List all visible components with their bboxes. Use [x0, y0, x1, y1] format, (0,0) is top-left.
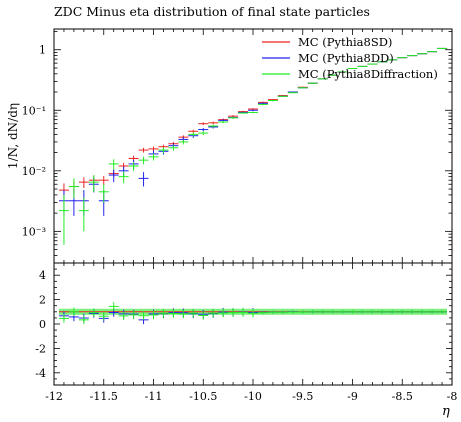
legend-entry-label: MC (Pythia8Diffraction) — [298, 67, 438, 81]
x-tick-label: -8 — [447, 390, 458, 403]
y-axis-label: 1/N, dN/dη — [6, 103, 20, 169]
y-tick-label: 10⁻³ — [22, 225, 46, 238]
series-2 — [58, 47, 448, 245]
x-tick-label: -9 — [347, 390, 358, 403]
legend-entry-label: MC (Pythia8SD) — [298, 35, 392, 49]
y-tick-label: 10⁻¹ — [22, 104, 46, 117]
x-tick-label: -10.5 — [189, 390, 217, 403]
ratio-y-tick-label: 2 — [39, 294, 46, 307]
main-panel: 1 10⁻¹ 10⁻² 10⁻³ 1/N, dN/dη — [6, 28, 453, 264]
ratio-y-tick-label: -2 — [35, 342, 46, 355]
x-tick-label: -11.5 — [90, 390, 118, 403]
x-tick-label: -11 — [145, 390, 163, 403]
legend: MC (Pythia8SD) MC (Pythia8DD) MC (Pythia8D… — [262, 35, 438, 81]
ratio-series-2 — [58, 302, 448, 325]
x-tick-labels: -12 -11.5 -11 -10.5 -10 -9.5 -9 -8.5 -8 — [45, 390, 457, 403]
ratio-series-layer — [58, 302, 448, 325]
legend-entry-label: MC (Pythia8DD) — [298, 51, 394, 65]
x-tick-label: -10 — [244, 390, 262, 403]
y-tick-label: 10⁻² — [22, 165, 46, 178]
main-y-tick-labels: 1 10⁻¹ 10⁻² 10⁻³ — [22, 44, 46, 239]
ratio-y-tick-label: 0 — [39, 318, 46, 331]
x-axis-label: η — [442, 404, 450, 419]
ratio-panel-ticks — [53, 262, 453, 386]
y-tick-label: 1 — [39, 44, 46, 57]
ratio-y-tick-label: 4 — [39, 269, 46, 282]
ratio-y-tick-label: -4 — [35, 367, 46, 380]
ratio-panel-frame — [53, 262, 453, 386]
main-series-layer — [58, 47, 448, 245]
x-tick-label: -9.5 — [292, 390, 313, 403]
ratio-panel: 420-2-4 -12 -11.5 -11 -10.5 -10 -9.5 -9 -8.5 -8 … — [35, 262, 457, 419]
x-tick-label: -12 — [45, 390, 63, 403]
x-tick-label: -8.5 — [392, 390, 413, 403]
ratio-y-tick-labels: 4 2 0 -2 -4 — [35, 269, 46, 380]
chart-title: ZDC Minus eta distribution of final stat… — [54, 4, 370, 19]
